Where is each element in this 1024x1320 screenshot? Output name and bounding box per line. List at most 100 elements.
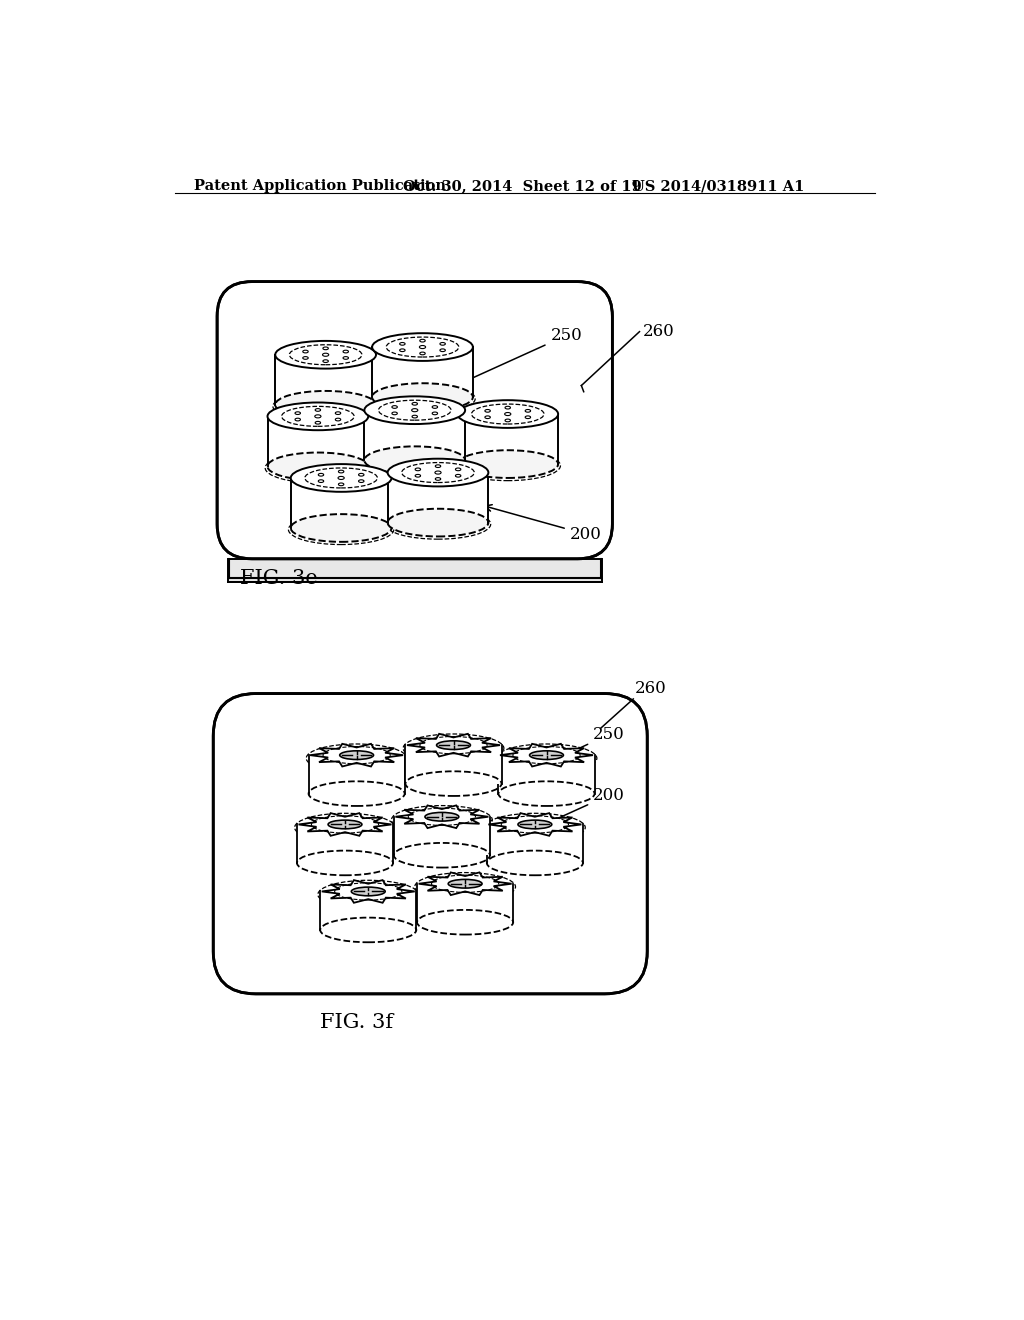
Ellipse shape: [295, 412, 300, 414]
Ellipse shape: [295, 418, 300, 421]
Ellipse shape: [415, 469, 421, 471]
Ellipse shape: [399, 342, 406, 346]
Ellipse shape: [435, 471, 441, 474]
Polygon shape: [419, 873, 512, 895]
Ellipse shape: [525, 409, 530, 412]
Polygon shape: [267, 416, 369, 466]
Polygon shape: [406, 744, 502, 784]
Ellipse shape: [365, 446, 465, 474]
Polygon shape: [297, 825, 393, 863]
Ellipse shape: [291, 465, 391, 492]
Ellipse shape: [338, 470, 344, 473]
Ellipse shape: [351, 887, 385, 896]
Ellipse shape: [318, 474, 324, 477]
Ellipse shape: [388, 508, 488, 536]
Polygon shape: [299, 813, 391, 836]
Ellipse shape: [505, 413, 511, 416]
Text: Patent Application Publication: Patent Application Publication: [194, 180, 445, 193]
Polygon shape: [321, 891, 417, 929]
Polygon shape: [499, 755, 595, 793]
Text: 250: 250: [434, 327, 582, 396]
Ellipse shape: [392, 412, 397, 414]
Ellipse shape: [440, 342, 445, 346]
Polygon shape: [486, 825, 583, 863]
Ellipse shape: [518, 820, 552, 829]
Ellipse shape: [435, 465, 440, 467]
Ellipse shape: [529, 751, 563, 759]
Ellipse shape: [267, 453, 369, 480]
Text: Oct. 30, 2014  Sheet 12 of 19: Oct. 30, 2014 Sheet 12 of 19: [403, 180, 642, 193]
Ellipse shape: [412, 416, 418, 418]
Ellipse shape: [323, 347, 329, 350]
Ellipse shape: [436, 741, 470, 750]
Ellipse shape: [415, 474, 421, 477]
Ellipse shape: [392, 405, 397, 408]
Polygon shape: [458, 414, 558, 465]
Ellipse shape: [458, 450, 558, 478]
Ellipse shape: [420, 346, 426, 348]
Ellipse shape: [338, 483, 344, 486]
Ellipse shape: [328, 820, 361, 829]
Ellipse shape: [388, 459, 488, 487]
Ellipse shape: [449, 879, 482, 888]
Polygon shape: [394, 817, 489, 855]
Text: 200: 200: [485, 504, 602, 543]
Polygon shape: [372, 347, 473, 397]
Ellipse shape: [485, 416, 490, 418]
Polygon shape: [365, 411, 465, 461]
Polygon shape: [308, 755, 404, 793]
Ellipse shape: [318, 479, 324, 483]
Polygon shape: [291, 478, 391, 528]
Ellipse shape: [338, 477, 344, 479]
Ellipse shape: [432, 405, 437, 408]
Ellipse shape: [343, 350, 348, 352]
Ellipse shape: [358, 474, 364, 477]
Ellipse shape: [275, 341, 376, 368]
Polygon shape: [322, 880, 415, 903]
Ellipse shape: [458, 400, 558, 428]
Text: 260: 260: [643, 323, 675, 341]
Polygon shape: [275, 355, 376, 405]
Polygon shape: [417, 884, 513, 923]
Text: FIG. 3e: FIG. 3e: [241, 569, 318, 589]
FancyBboxPatch shape: [217, 281, 612, 558]
Ellipse shape: [420, 352, 425, 355]
Ellipse shape: [372, 333, 473, 360]
Ellipse shape: [275, 391, 376, 418]
Ellipse shape: [412, 409, 418, 412]
Polygon shape: [407, 734, 500, 756]
Polygon shape: [227, 558, 602, 582]
Ellipse shape: [303, 356, 308, 359]
Ellipse shape: [435, 478, 440, 480]
Ellipse shape: [456, 469, 461, 471]
Text: US 2014/0318911 A1: US 2014/0318911 A1: [632, 180, 804, 193]
Ellipse shape: [323, 360, 329, 363]
Ellipse shape: [525, 416, 530, 418]
Polygon shape: [388, 473, 488, 523]
Ellipse shape: [412, 403, 418, 405]
Ellipse shape: [315, 421, 321, 424]
Ellipse shape: [365, 396, 465, 424]
Ellipse shape: [485, 409, 490, 412]
Polygon shape: [310, 743, 403, 767]
Ellipse shape: [358, 479, 364, 483]
Ellipse shape: [372, 383, 473, 411]
Ellipse shape: [505, 418, 510, 422]
Ellipse shape: [432, 412, 437, 414]
Ellipse shape: [420, 339, 425, 342]
Ellipse shape: [291, 513, 391, 543]
Ellipse shape: [335, 418, 341, 421]
Ellipse shape: [425, 812, 459, 821]
Polygon shape: [500, 743, 593, 767]
Ellipse shape: [399, 348, 406, 351]
Ellipse shape: [505, 407, 510, 409]
Text: 260: 260: [635, 680, 667, 697]
Ellipse shape: [343, 356, 348, 359]
Polygon shape: [395, 805, 488, 828]
Text: 200: 200: [519, 787, 625, 836]
Ellipse shape: [303, 350, 308, 352]
Polygon shape: [488, 813, 582, 836]
Ellipse shape: [314, 414, 321, 418]
Ellipse shape: [340, 751, 374, 759]
Text: FIG. 3f: FIG. 3f: [321, 1014, 393, 1032]
